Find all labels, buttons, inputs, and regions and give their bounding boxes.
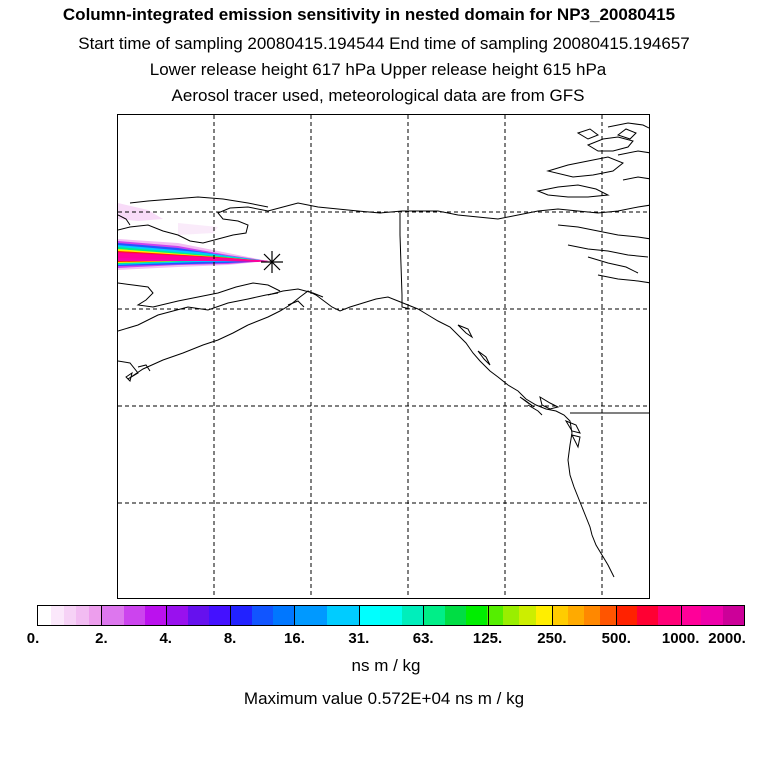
tracer-info-text: Aerosol tracer used, meteorological data… — [171, 86, 585, 105]
colorbar-tick-label: 500. — [601, 630, 631, 647]
colorbar-segment — [273, 606, 295, 625]
colorbar-tick-label: 31. — [348, 630, 370, 647]
colorbar-segment — [63, 606, 77, 625]
colorbar-tick-label: 0. — [26, 630, 40, 647]
colorbar-segment — [294, 606, 327, 625]
colorbar-segment — [123, 606, 145, 625]
graticule — [118, 115, 649, 598]
sampling-time-text: Start time of sampling 20080415.194544 E… — [78, 34, 690, 53]
colorbar-tick-label: 4. — [159, 630, 172, 647]
colorbar-tick-label: 2000. — [708, 630, 746, 647]
colorbar-segment — [380, 606, 402, 625]
coastlines — [118, 122, 649, 578]
colorbar-tick-label: 63. — [412, 630, 434, 647]
colorbar-segment — [503, 606, 520, 625]
colorbar-tick-label: 1000. — [661, 630, 700, 647]
release-point-star — [261, 251, 283, 273]
borders — [399, 213, 649, 414]
colorbar-segment — [615, 606, 638, 625]
colorbar-segment — [487, 606, 504, 625]
plot-title: Column-integrated emission sensitivity i… — [62, 5, 676, 24]
colorbar-tick-label: 125. — [472, 630, 503, 647]
map-canvas — [118, 115, 649, 598]
colorbar-segment — [89, 606, 103, 625]
colorbar-tick-label: 8. — [223, 630, 237, 647]
colorbar-segment — [567, 606, 584, 625]
colorbar-tick-label: 2. — [95, 630, 108, 647]
colorbar-segment — [551, 606, 568, 625]
map-panel — [117, 114, 650, 599]
maximum-value-text: Maximum value 0.572E+04 ns m / kg — [243, 689, 525, 708]
colorbar-segment — [166, 606, 188, 625]
colorbar-segment — [701, 606, 723, 625]
colorbar-segment — [658, 606, 680, 625]
colorbar-tick-label: 250. — [537, 630, 567, 647]
colorbar-segment — [679, 606, 702, 625]
colorbar-segment — [583, 606, 600, 625]
colorbar-segment — [358, 606, 381, 625]
colorbar-segment — [144, 606, 167, 625]
colorbar-segment — [209, 606, 231, 625]
colorbar-segment — [444, 606, 467, 625]
emission-plume — [118, 203, 270, 270]
colorbar-segment — [599, 606, 616, 625]
release-height-text: Lower release height 617 hPa Upper relea… — [149, 60, 607, 79]
colorbar-units: ns m / kg — [351, 656, 421, 675]
colorbar-segment — [76, 606, 90, 625]
colorbar-segment — [251, 606, 274, 625]
colorbar-segment — [187, 606, 210, 625]
colorbar-segment — [519, 606, 536, 625]
colorbar-segment — [38, 606, 51, 625]
colorbar-segment — [722, 606, 745, 625]
colorbar — [37, 605, 745, 626]
colorbar-segment — [102, 606, 124, 625]
colorbar-tick-label: 16. — [284, 630, 305, 647]
colorbar-segment — [637, 606, 659, 625]
colorbar-segment — [466, 606, 488, 625]
colorbar-segment — [423, 606, 445, 625]
colorbar-segment — [326, 606, 359, 625]
colorbar-segment — [535, 606, 552, 625]
colorbar-segment — [401, 606, 424, 625]
colorbar-segment — [230, 606, 252, 625]
colorbar-segment — [50, 606, 64, 625]
